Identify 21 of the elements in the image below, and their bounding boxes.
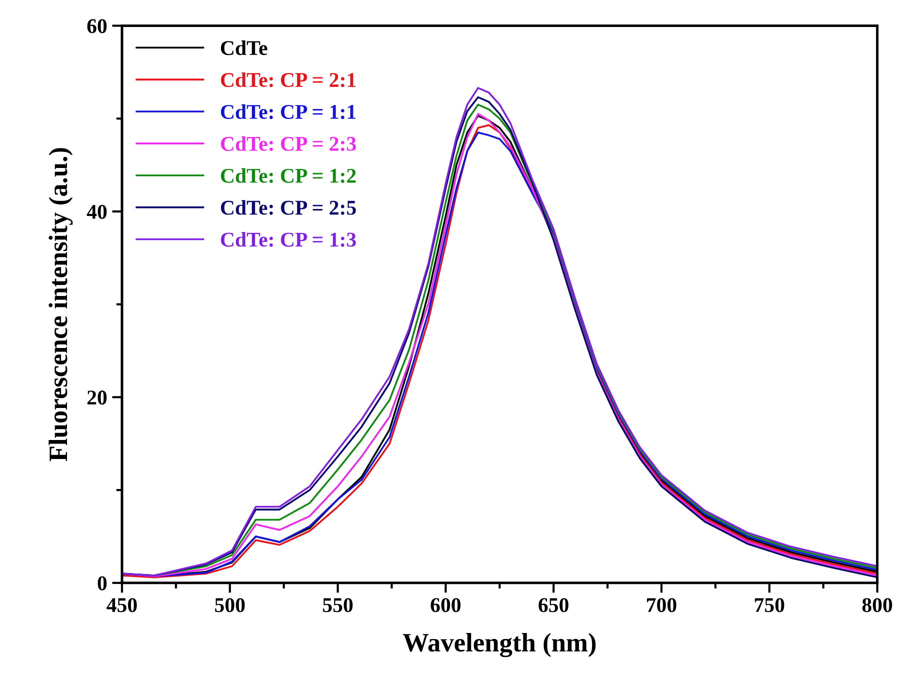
x-tick-label: 800 <box>862 598 892 612</box>
legend-label: CdTe <box>220 40 268 56</box>
legend-label: CdTe: CP = 2:1 <box>220 72 356 88</box>
y-tick-label: 20 <box>87 390 107 405</box>
x-tick-label: 600 <box>430 598 461 612</box>
x-tick-label: 700 <box>647 598 676 612</box>
x-tick-label: 550 <box>322 598 353 612</box>
x-tick-label: 450 <box>106 598 137 612</box>
legend-label: CdTe: CP = 2:5 <box>220 200 356 215</box>
legend-label: CdTe: CP = 1:2 <box>220 168 356 183</box>
legend-label: CdTe: CP = 1:1 <box>220 104 356 120</box>
legend-label: CdTe: CP = 2:3 <box>220 136 356 151</box>
y-axis-title: Fluorescence intensity (a.u.) <box>48 148 73 462</box>
y-tick-label: 40 <box>86 204 107 219</box>
x-tick-label: 750 <box>754 598 784 612</box>
legend-label: CdTe: CP = 1:3 <box>220 232 356 247</box>
x-tick-label: 650 <box>538 598 568 612</box>
y-tick-label: 60 <box>87 19 107 34</box>
y-tick-label: 0 <box>98 576 107 590</box>
x-tick-label: 500 <box>215 598 245 612</box>
x-axis-title: Wavelength (nm) <box>402 633 596 658</box>
